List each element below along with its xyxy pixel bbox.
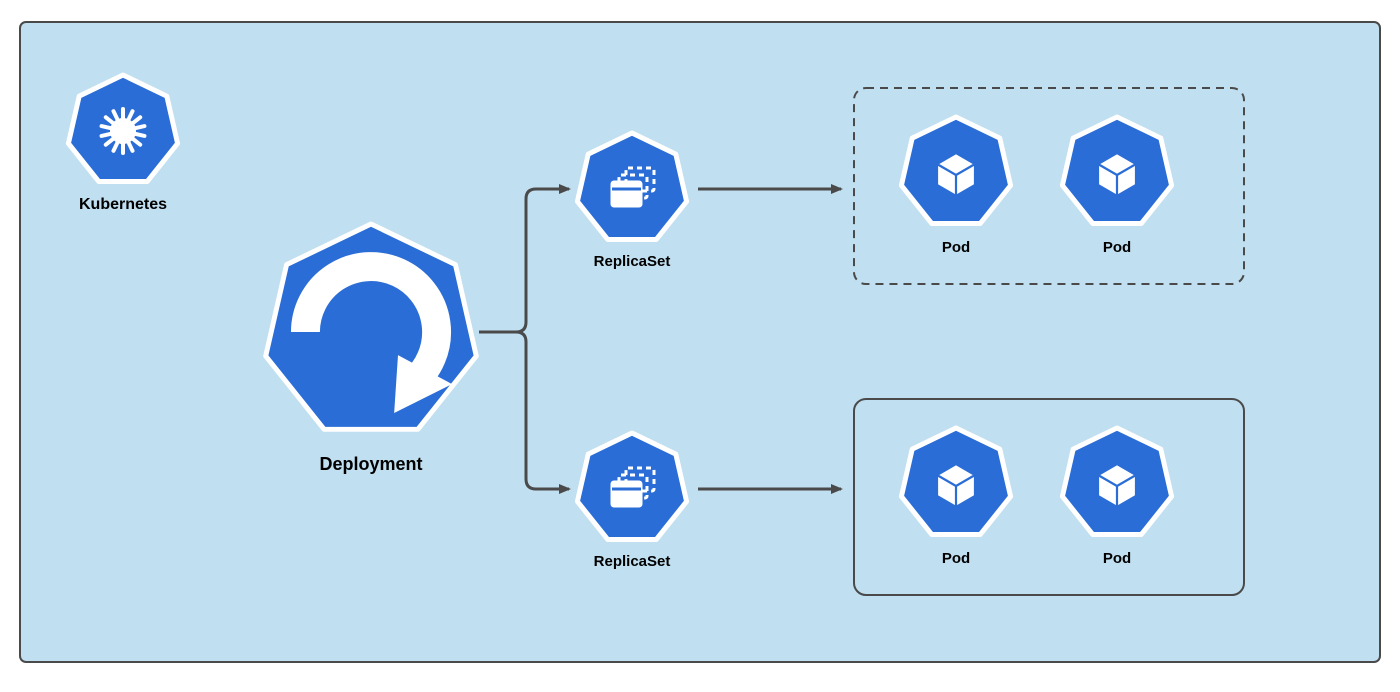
node-kubernetes xyxy=(68,75,177,181)
pod2b-label: Pod xyxy=(1017,550,1217,567)
diagram-canvas: Kubernetes Deployment ReplicaSet ReplicaSet… xyxy=(0,0,1400,692)
pod1a-cube-icon xyxy=(937,153,975,196)
pod2b-cube-icon xyxy=(1098,464,1136,507)
node-pod2a xyxy=(901,428,1010,534)
replicaset1-label: ReplicaSet xyxy=(532,253,732,270)
node-pod1b xyxy=(1062,117,1171,223)
pod1b-label: Pod xyxy=(1017,239,1217,256)
kubernetes-label: Kubernetes xyxy=(23,196,223,214)
node-replicaset1 xyxy=(577,133,686,239)
replicaset2-label: ReplicaSet xyxy=(532,553,732,570)
node-pod2b xyxy=(1062,428,1171,534)
node-replicaset2 xyxy=(577,433,686,539)
pod2a-cube-icon xyxy=(937,464,975,507)
diagram-svg xyxy=(0,0,1400,692)
pod1b-cube-icon xyxy=(1098,153,1136,196)
node-pod1a xyxy=(901,117,1010,223)
deployment-label: Deployment xyxy=(271,454,471,475)
